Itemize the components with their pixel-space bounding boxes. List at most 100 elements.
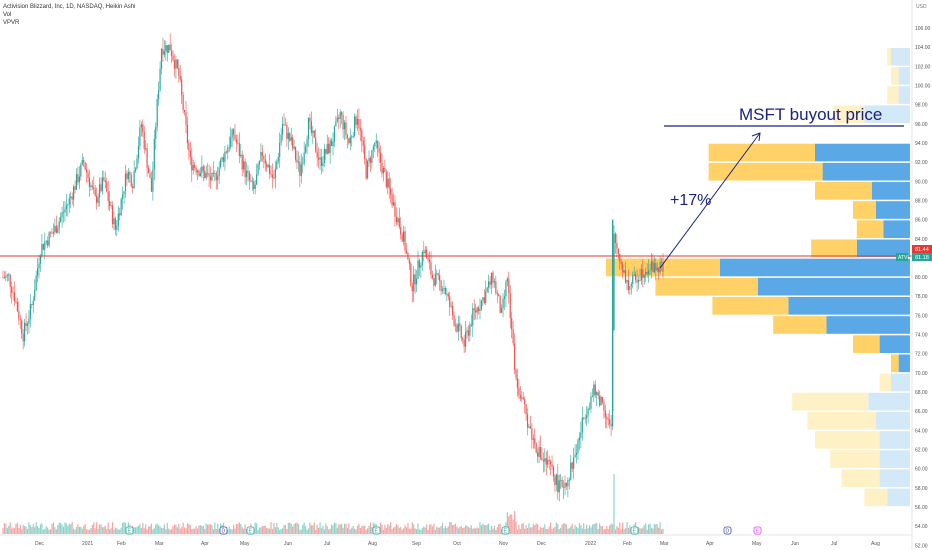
volume-bar <box>305 525 307 534</box>
volume-bar <box>626 522 628 534</box>
candle-body <box>493 281 495 283</box>
candle-body <box>552 467 555 477</box>
vp-bar-down <box>898 67 910 85</box>
candle-body <box>609 419 611 425</box>
candle-body <box>256 174 258 185</box>
volume-bar <box>440 525 442 534</box>
volume-bar <box>413 524 415 534</box>
svg-text:81.44: 81.44 <box>915 247 929 253</box>
volume-bar <box>639 527 641 534</box>
volume-bar <box>524 528 526 534</box>
volume-bar <box>71 522 73 534</box>
candle-body <box>35 275 37 291</box>
candle-body <box>266 163 268 168</box>
vol-indicator-label[interactable]: Vol <box>3 12 12 18</box>
candle-body <box>263 155 265 160</box>
candle-body <box>317 157 320 160</box>
volume-bar <box>545 529 547 534</box>
volume-bar <box>111 522 114 534</box>
volume-bar <box>332 525 334 534</box>
volume-bar <box>230 528 232 534</box>
volume-bar <box>490 525 493 534</box>
event-marker-letter: E <box>375 529 379 535</box>
candle-body <box>535 443 537 453</box>
volume-bar <box>100 524 102 534</box>
volume-bar <box>293 523 295 534</box>
candle-body <box>501 308 503 313</box>
candle-body <box>243 161 245 170</box>
volume-bar <box>603 529 605 534</box>
candle-body <box>469 324 471 336</box>
candle-body <box>316 151 318 158</box>
vpvr-indicator-label[interactable]: VPVR <box>3 20 20 26</box>
candle-body <box>310 121 312 133</box>
volume-bar <box>286 529 288 534</box>
candle-body <box>325 148 327 154</box>
volume-bar <box>44 528 46 534</box>
candle-body <box>413 274 415 292</box>
candle-body <box>83 159 85 163</box>
candle-body <box>124 173 127 192</box>
volume-bar <box>124 522 127 534</box>
candle-body <box>627 280 630 290</box>
volume-bar <box>25 526 27 534</box>
volume-bar <box>256 523 258 534</box>
volume-bar <box>142 523 144 534</box>
volume-bar <box>417 523 419 534</box>
time-axis[interactable]: Dec 2021 Feb Mar Apr May Jun Jul Aug Sep Oct Nov Dec… <box>35 541 880 547</box>
volume-bar <box>54 527 56 534</box>
candle-body <box>19 319 21 321</box>
volume-bar <box>339 524 341 534</box>
volume-bar <box>235 523 238 534</box>
candle-body <box>624 270 627 283</box>
volume-bar <box>287 522 289 534</box>
candle-body <box>80 164 82 177</box>
candle-body <box>6 274 8 276</box>
volume-bar <box>319 522 321 534</box>
candle-body <box>140 124 142 128</box>
trend-arrow-line[interactable] <box>659 132 761 269</box>
time-tick-label: Apr <box>201 541 209 547</box>
candle-body <box>247 170 249 173</box>
volume-bar <box>83 525 85 534</box>
price-tick-label: 62.00 <box>915 448 928 454</box>
volume-bar <box>271 529 274 534</box>
volume-bar <box>456 526 458 534</box>
candle-body <box>267 165 269 168</box>
event-marker-letter: E <box>504 529 508 535</box>
volume-bar <box>407 522 409 534</box>
volume-bar <box>459 527 461 534</box>
candle-body <box>58 221 60 229</box>
volume-bar <box>568 528 570 534</box>
candle-body <box>201 166 203 174</box>
volume-bar <box>35 522 37 534</box>
candle-body <box>67 204 69 206</box>
volume-bar <box>26 528 29 534</box>
candle-body <box>457 323 459 332</box>
vp-bar-down <box>826 316 910 334</box>
volume-bar <box>122 523 124 534</box>
candle-body <box>583 417 585 419</box>
volume-bar <box>323 529 325 534</box>
volume-bar <box>168 528 170 534</box>
volume-bar <box>31 527 33 534</box>
volume-bar <box>178 523 180 534</box>
volume-bar <box>609 525 611 534</box>
volume-bar <box>647 524 650 534</box>
candle-body <box>541 457 543 461</box>
candle-body <box>221 157 223 160</box>
volume-bar <box>542 527 544 534</box>
vp-bar-up <box>655 277 758 296</box>
volume-bar <box>329 528 331 534</box>
price-tick-label: 98.00 <box>915 103 928 109</box>
candle-body <box>567 480 569 487</box>
candle-body <box>188 142 190 151</box>
volume-bar <box>303 522 305 534</box>
candle-body <box>191 156 193 171</box>
volume-bar <box>345 523 347 534</box>
volume-bar <box>328 529 330 534</box>
candle-body <box>130 175 132 187</box>
arrow-head-icon <box>751 132 761 142</box>
volume-bar <box>165 529 167 534</box>
